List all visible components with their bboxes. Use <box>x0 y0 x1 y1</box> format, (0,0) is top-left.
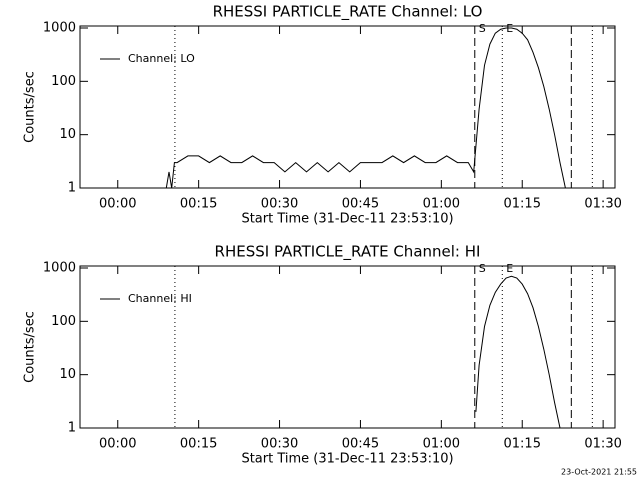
x-tick-label: 00:45 <box>342 197 379 212</box>
marker-label: E <box>506 262 513 275</box>
y-axis-label: Counts/sec <box>23 311 38 383</box>
x-tick-label: 00:30 <box>261 197 298 212</box>
x-tick-label: 00:00 <box>99 437 136 452</box>
y-tick-label: 1 <box>68 181 76 196</box>
plot-frame <box>79 25 616 189</box>
y-tick-label: 10 <box>59 367 76 382</box>
y-tick-label: 100 <box>51 314 76 329</box>
chart-title: RHESSI PARTICLE_RATE Channel: HI <box>215 243 481 262</box>
x-tick-label: 00:30 <box>261 437 298 452</box>
data-line <box>165 27 566 189</box>
y-tick-label: 1 <box>68 421 76 436</box>
y-tick-label: 100 <box>51 74 76 89</box>
plot-frame <box>79 265 616 429</box>
legend-label: Channel: LO <box>128 52 195 65</box>
x-axis-label: Start Time (31-Dec-11 23:53:10) <box>241 212 453 227</box>
x-tick-label: 00:00 <box>99 197 136 212</box>
x-tick-label: 00:15 <box>180 197 217 212</box>
x-axis-label: Start Time (31-Dec-11 23:53:10) <box>241 452 453 467</box>
marker-label: S <box>479 22 486 35</box>
footer: 23-Oct-2021 21:55 <box>561 468 637 477</box>
x-tick-label: 00:45 <box>342 437 379 452</box>
x-tick-label: 01:00 <box>423 197 460 212</box>
y-tick-label: 1000 <box>43 260 76 275</box>
legend-label: Channel: HI <box>128 292 192 305</box>
x-tick-label: 01:00 <box>423 437 460 452</box>
y-tick-label: 10 <box>59 127 76 142</box>
x-tick-label: 01:15 <box>504 437 541 452</box>
x-tick-label: 01:30 <box>584 437 621 452</box>
y-tick-label: 1000 <box>43 20 76 35</box>
marker-label: S <box>479 262 486 275</box>
x-tick-label: 01:30 <box>584 197 621 212</box>
y-axis-label: Counts/sec <box>23 71 38 143</box>
x-tick-label: 00:15 <box>180 437 217 452</box>
x-tick-label: 01:15 <box>504 197 541 212</box>
data-line <box>475 275 561 429</box>
chart-title: RHESSI PARTICLE_RATE Channel: LO <box>213 3 483 22</box>
